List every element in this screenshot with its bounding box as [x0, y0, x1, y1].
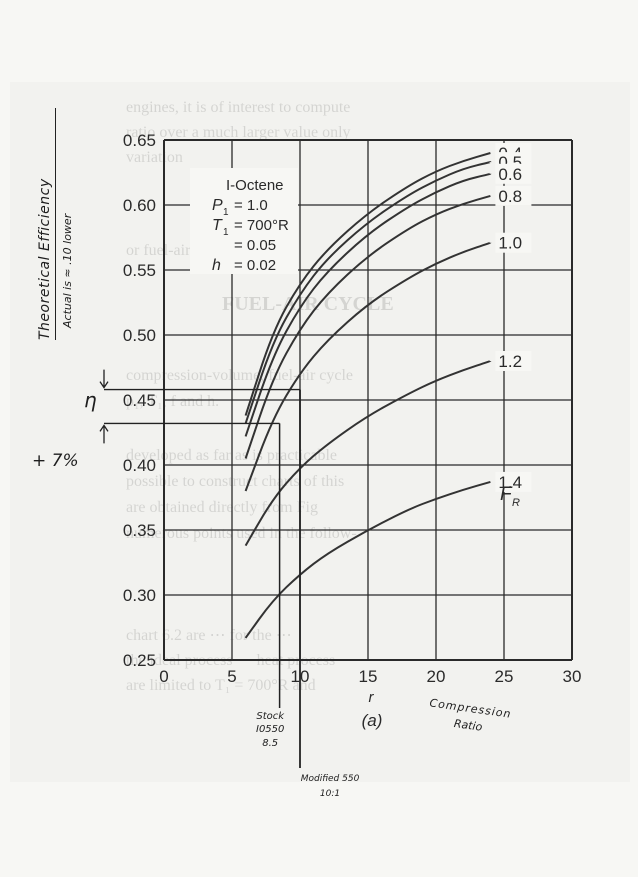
- y-tick-label: 0.65: [123, 131, 156, 150]
- y-tick-label: 0.40: [123, 456, 156, 475]
- x-tick-label: 5: [227, 667, 236, 686]
- eta-arrow-up: [99, 424, 109, 444]
- x-tick-label: 30: [563, 667, 582, 686]
- conditions-value: = 0.02: [234, 257, 276, 274]
- conditions-value: = 700°R: [234, 217, 289, 234]
- legend-title: F: [500, 484, 513, 505]
- series-label-backdrop: [495, 232, 532, 253]
- series-curve: [244, 194, 491, 459]
- stock-note: Stock I0550 8.5: [256, 712, 284, 749]
- series-curve: [244, 152, 491, 416]
- conditions-fuel: I-Octene: [226, 177, 284, 194]
- conditions-symbol: h: [212, 257, 221, 274]
- theoretical-efficiency-note: Theoretical Efficiency Actual is ≈ .10 l…: [37, 80, 74, 340]
- plus-seven-percent: + 7%: [32, 451, 79, 471]
- bleed-text-line: numerous points used in the follow-: [126, 525, 357, 542]
- series-label: 1.2: [498, 352, 522, 371]
- series-label-backdrop: [495, 185, 532, 206]
- series-curve: [244, 480, 491, 639]
- y-tick-label: 0.45: [123, 391, 156, 410]
- series-label-backdrop: [495, 163, 532, 184]
- stock-line2: I0550: [256, 724, 285, 735]
- y-tick-label: 0.55: [123, 261, 156, 280]
- bleed-text-line: variation: [126, 149, 183, 166]
- series-label-backdrop: [495, 351, 532, 371]
- conditions-symbol: T: [212, 217, 223, 234]
- y-tick-label: 0.25: [123, 651, 156, 670]
- theoretical-efficiency-line1: Theoretical Efficiency: [37, 108, 56, 340]
- conditions-symbol: P: [212, 197, 223, 214]
- conditions-value: = 0.05: [234, 237, 276, 254]
- x-tick-label: 25: [495, 667, 514, 686]
- modified-line2: 10:1: [319, 789, 341, 799]
- bleed-text-line: are limited to T₁ = 700°R and: [126, 677, 316, 694]
- series-curve: [244, 172, 492, 437]
- modified-note: Modified 550 10:1: [290, 775, 370, 799]
- series-label: 1.4: [498, 473, 522, 492]
- eta-label: η: [84, 388, 97, 412]
- bleed-text-line: p₁, T₁, f and h.: [126, 393, 219, 410]
- x-tick-label: 15: [359, 667, 378, 686]
- panel-label: (a): [362, 711, 383, 730]
- x-axis-label: r: [369, 689, 375, 706]
- y-tick-label: 0.30: [123, 586, 156, 605]
- y-tick-label: 0.35: [123, 521, 156, 540]
- bleed-text-line: FUEL-AIR CYCLE: [222, 293, 394, 315]
- conditions-subscript: 1: [223, 227, 229, 238]
- bleed-text-line: engines, it is of interest to compute: [126, 99, 350, 116]
- x-tick-label: 0: [159, 667, 168, 686]
- actual-lower-line2: Actual is ≈ .10 lower: [61, 213, 74, 328]
- conditions-subscript: 1: [223, 207, 229, 218]
- legend-title-sub: R: [512, 497, 520, 509]
- conditions-value: = 1.0: [234, 197, 268, 214]
- y-tick-label: 0.50: [123, 326, 156, 345]
- bleed-text-line: ratio over a much larger value only: [126, 124, 351, 141]
- stock-line1: Stock: [256, 711, 285, 722]
- series-curve: [244, 161, 492, 424]
- bleed-text-line: possible to construct charts of this: [126, 473, 344, 490]
- y-tick-label: 0.60: [123, 196, 156, 215]
- conditions-backdrop: [190, 168, 298, 274]
- series-label: 0.6: [498, 165, 522, 184]
- series-curve: [244, 360, 492, 547]
- stock-line3: 8.5: [262, 738, 279, 749]
- eta-arrow-down: [99, 369, 109, 389]
- series-label: 1.0: [498, 234, 522, 253]
- series-label-backdrop: [495, 471, 532, 492]
- series-label: 0.8: [498, 187, 522, 206]
- modified-line1: Modified 550: [300, 774, 360, 784]
- x-tick-label: 20: [427, 667, 446, 686]
